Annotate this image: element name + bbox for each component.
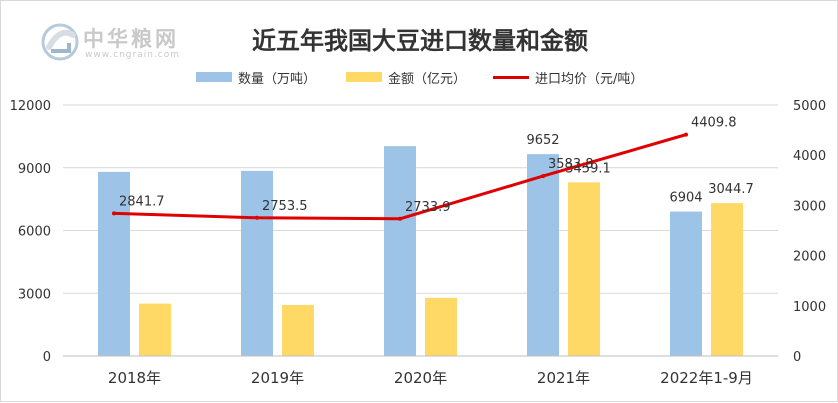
legend-label-price: 进口均价（元/吨） <box>535 71 644 87</box>
x-tick-label: 2021年 <box>537 369 590 387</box>
point-price <box>541 174 545 179</box>
bar-amount <box>711 203 743 356</box>
x-tick-label: 2020年 <box>394 369 447 387</box>
legend-item-amount: 金额（亿元） <box>346 67 466 87</box>
y-right-tick-label: 1000 <box>793 300 826 315</box>
legend-swatch-quantity <box>196 72 232 82</box>
data-label-price: 2841.7 <box>119 194 165 209</box>
y-right-tick-label: 0 <box>793 350 801 365</box>
bar-quantity <box>98 171 130 356</box>
point-price <box>398 216 402 221</box>
bar-quantity <box>670 211 702 356</box>
y-left-tick-label: 9000 <box>18 162 51 177</box>
legend-swatch-price <box>493 75 529 79</box>
x-tick-label: 2018年 <box>108 369 161 387</box>
y-right-tick-label: 3000 <box>793 199 826 214</box>
legend-label-quantity: 数量（万吨） <box>238 71 317 87</box>
data-label-price: 2753.5 <box>262 199 308 214</box>
data-label-quantity: 9652 <box>526 133 559 148</box>
y-right-tick-label: 5000 <box>793 99 826 114</box>
logo: 中华粮网 www.cngrain.com <box>39 21 209 67</box>
bar-amount <box>568 182 600 356</box>
legend-item-price: 进口均价（元/吨） <box>493 67 643 87</box>
data-label-quantity: 6904 <box>669 191 702 206</box>
bar-quantity <box>241 170 273 356</box>
bar-amount <box>282 304 314 356</box>
legend-item-quantity: 数量（万吨） <box>196 67 316 87</box>
x-tick-label: 2019年 <box>251 369 304 387</box>
bar-amount <box>425 297 457 356</box>
logo-url: www.cngrain.com <box>85 50 180 60</box>
grain-logo-icon <box>41 23 79 61</box>
y-left-tick-label: 6000 <box>18 225 51 240</box>
chart-title-text: 近五年我国大豆进口数量和金额 <box>252 26 588 55</box>
y-right-tick-label: 4000 <box>793 149 826 164</box>
y-left-tick-label: 12000 <box>10 99 51 114</box>
point-price <box>112 211 116 216</box>
bar-quantity <box>527 154 559 356</box>
y-left-tick-label: 3000 <box>18 287 51 302</box>
chart-title: 近五年我国大豆进口数量和金额 <box>1 21 838 56</box>
data-label-price: 2733.9 <box>405 200 451 215</box>
legend: 数量（万吨） 金额（亿元） 进口均价（元/吨） <box>1 67 838 87</box>
data-label-amount: 3044.7 <box>708 182 754 197</box>
logo-name: 中华粮网 <box>83 27 179 51</box>
bar-quantity <box>384 146 416 356</box>
point-price <box>684 132 688 137</box>
legend-swatch-amount <box>346 72 382 82</box>
bar-amount <box>139 303 171 356</box>
data-label-price: 4409.8 <box>691 116 737 131</box>
x-tick-label: 2022年1-9月 <box>660 369 753 387</box>
legend-label-amount: 金额（亿元） <box>388 71 467 87</box>
y-right-tick-label: 2000 <box>793 250 826 265</box>
data-label-price: 3583.8 <box>548 157 594 172</box>
point-price <box>255 215 259 220</box>
y-left-tick-label: 0 <box>43 350 51 365</box>
